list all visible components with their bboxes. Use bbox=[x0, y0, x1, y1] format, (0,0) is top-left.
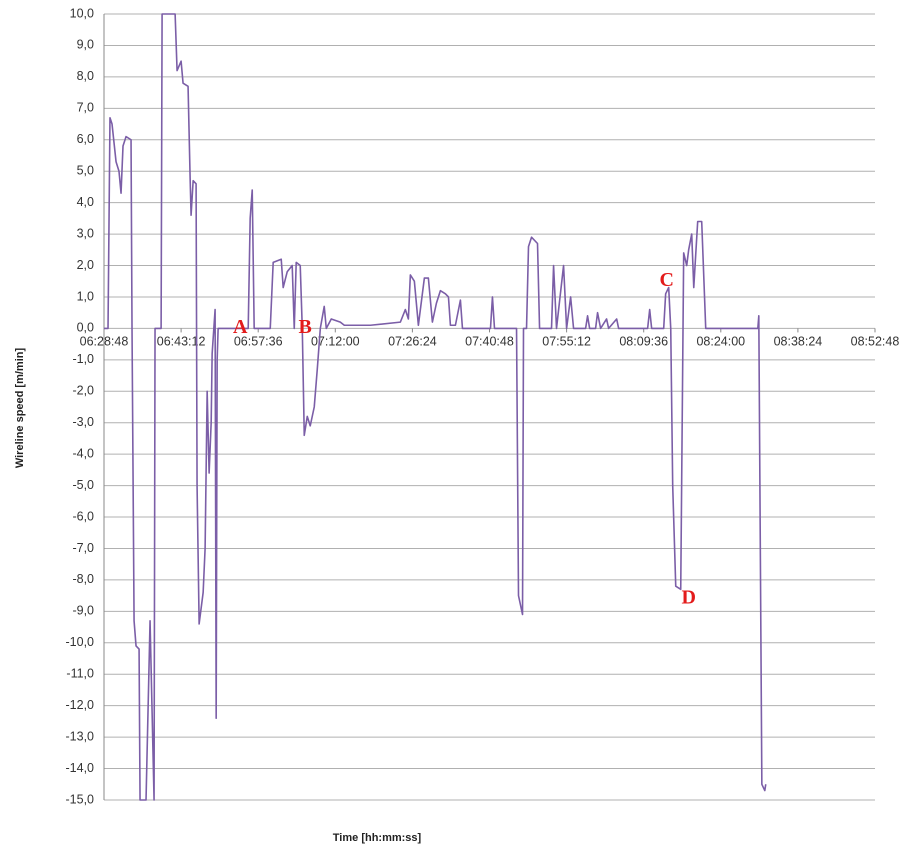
x-axis-title: Time [hh:mm:ss] bbox=[333, 832, 422, 844]
data-line bbox=[104, 13, 767, 801]
x-tick-label: 07:12:00 bbox=[311, 335, 360, 349]
y-tick-label: -6,0 bbox=[72, 509, 94, 523]
y-tick-label: 4,0 bbox=[77, 195, 94, 209]
y-tick-label: -14,0 bbox=[66, 761, 95, 775]
x-tick-label: 06:28:48 bbox=[80, 335, 129, 349]
y-tick-label: -11,0 bbox=[66, 667, 94, 681]
x-tick-label: 07:55:12 bbox=[542, 335, 591, 349]
y-tick-label: 2,0 bbox=[77, 258, 94, 272]
y-tick-label: 0,0 bbox=[77, 321, 94, 335]
y-tick-label: 1,0 bbox=[77, 289, 94, 303]
y-tick-label: 9,0 bbox=[77, 38, 94, 52]
y-tick-label: 3,0 bbox=[77, 226, 94, 240]
x-tick-label: 06:43:12 bbox=[157, 335, 206, 349]
y-tick-label: -8,0 bbox=[72, 572, 94, 586]
annotation: B bbox=[299, 316, 312, 338]
y-tick-label: 10,0 bbox=[70, 6, 94, 20]
y-tick-label: -12,0 bbox=[66, 698, 95, 712]
x-tick-label: 08:24:00 bbox=[696, 335, 745, 349]
y-tick-label: -2,0 bbox=[72, 384, 94, 398]
y-tick-label: -1,0 bbox=[72, 352, 94, 366]
x-tick-label: 08:38:24 bbox=[774, 335, 823, 349]
y-tick-label: 7,0 bbox=[77, 101, 94, 115]
y-tick-label: -13,0 bbox=[66, 729, 95, 743]
annotation: C bbox=[659, 269, 673, 291]
y-tick-label: 5,0 bbox=[77, 163, 94, 177]
y-tick-label: -4,0 bbox=[72, 446, 94, 460]
x-tick-label: 08:09:36 bbox=[619, 335, 668, 349]
y-tick-label: 6,0 bbox=[77, 132, 94, 146]
x-tick-label: 07:26:24 bbox=[388, 335, 437, 349]
y-tick-label: -7,0 bbox=[72, 541, 94, 555]
y-tick-label: -5,0 bbox=[72, 478, 94, 492]
y-tick-label: -9,0 bbox=[72, 604, 94, 618]
x-tick-label: 06:57:36 bbox=[234, 335, 283, 349]
y-axis-title: Wireline speed [m/min] bbox=[14, 348, 26, 469]
x-tick-label: 07:40:48 bbox=[465, 335, 514, 349]
y-tick-label: -3,0 bbox=[72, 415, 94, 429]
y-tick-label: -15,0 bbox=[66, 792, 95, 806]
y-tick-label: -10,0 bbox=[66, 635, 95, 649]
annotation: D bbox=[681, 586, 695, 608]
y-tick-label: 8,0 bbox=[77, 69, 94, 83]
annotation: A bbox=[233, 316, 248, 338]
x-tick-label: 08:52:48 bbox=[851, 335, 900, 349]
